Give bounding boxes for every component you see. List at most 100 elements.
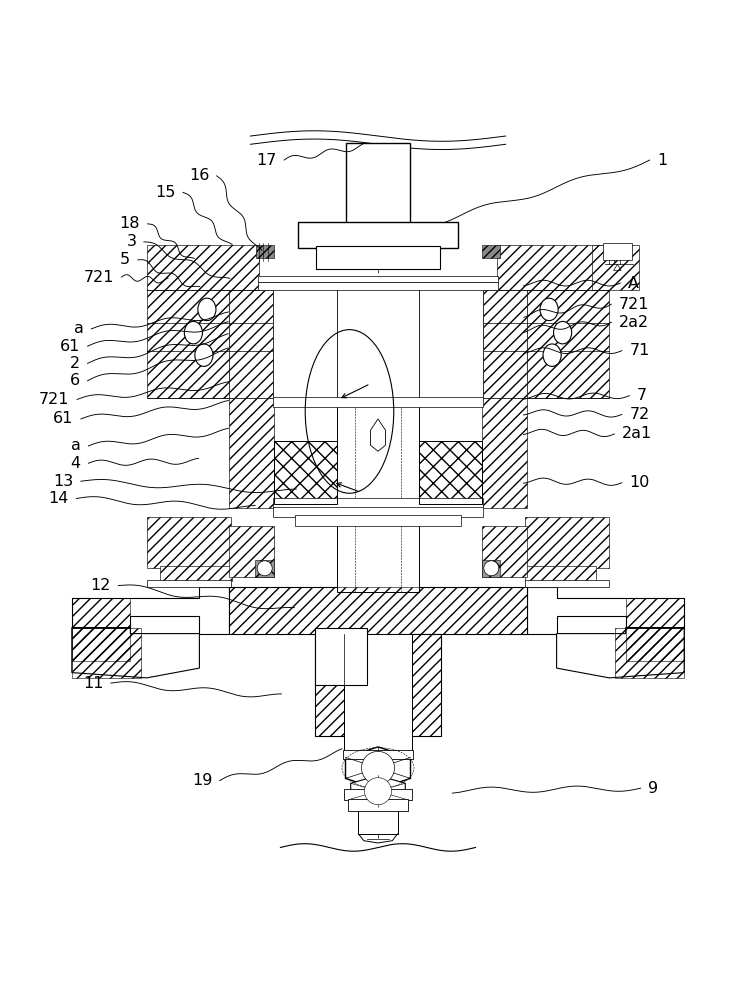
- Ellipse shape: [553, 321, 572, 344]
- Bar: [411, 634, 441, 736]
- Bar: [358, 810, 398, 834]
- Text: 5: 5: [120, 252, 130, 267]
- Bar: [72, 628, 130, 661]
- Circle shape: [364, 778, 392, 805]
- Text: 71: 71: [630, 343, 649, 358]
- Text: 14: 14: [48, 491, 69, 506]
- Circle shape: [361, 751, 395, 784]
- Bar: [420, 441, 482, 504]
- Bar: [615, 628, 684, 678]
- Bar: [348, 799, 408, 811]
- Text: 721: 721: [83, 270, 114, 285]
- Text: 3: 3: [126, 234, 136, 249]
- Bar: [336, 398, 420, 592]
- Bar: [229, 587, 527, 634]
- Text: 9: 9: [648, 781, 658, 796]
- Bar: [298, 222, 458, 248]
- Bar: [344, 789, 412, 800]
- Text: 721: 721: [39, 392, 70, 407]
- Text: 6: 6: [70, 373, 80, 388]
- Bar: [229, 526, 274, 577]
- Ellipse shape: [543, 344, 561, 366]
- Text: 721: 721: [619, 297, 649, 312]
- Ellipse shape: [195, 344, 213, 366]
- Text: 13: 13: [53, 474, 73, 489]
- Ellipse shape: [540, 298, 558, 321]
- Bar: [603, 243, 632, 260]
- Bar: [229, 398, 274, 508]
- Bar: [296, 515, 460, 526]
- Bar: [147, 245, 259, 290]
- Bar: [336, 289, 420, 398]
- Circle shape: [484, 561, 499, 576]
- Text: 17: 17: [256, 153, 277, 168]
- Bar: [315, 634, 345, 736]
- Bar: [258, 276, 498, 282]
- Polygon shape: [370, 419, 386, 451]
- Text: 15: 15: [155, 185, 175, 200]
- Text: 2: 2: [70, 356, 80, 371]
- Text: 19: 19: [192, 773, 212, 788]
- Polygon shape: [72, 628, 200, 678]
- Circle shape: [257, 561, 272, 576]
- Ellipse shape: [198, 298, 216, 321]
- Bar: [344, 634, 412, 755]
- Text: 1: 1: [657, 153, 668, 168]
- Text: 72: 72: [630, 407, 649, 422]
- Bar: [147, 580, 231, 587]
- Polygon shape: [72, 587, 229, 634]
- Text: 2a1: 2a1: [622, 426, 652, 441]
- Bar: [147, 289, 229, 398]
- Bar: [72, 628, 141, 678]
- Text: 61: 61: [53, 411, 73, 426]
- Bar: [345, 143, 411, 224]
- Bar: [315, 628, 367, 685]
- Bar: [147, 517, 231, 568]
- Bar: [229, 289, 273, 398]
- Text: A: A: [628, 276, 639, 291]
- Bar: [482, 526, 527, 577]
- Text: 7: 7: [637, 388, 647, 403]
- Bar: [343, 750, 413, 759]
- Bar: [160, 566, 231, 581]
- Text: 61: 61: [60, 339, 80, 354]
- Bar: [525, 580, 609, 587]
- Bar: [482, 398, 527, 508]
- Bar: [273, 498, 483, 508]
- Polygon shape: [527, 587, 684, 634]
- Bar: [273, 289, 483, 398]
- Bar: [411, 634, 441, 736]
- Bar: [483, 289, 527, 398]
- Ellipse shape: [184, 321, 203, 344]
- Bar: [626, 598, 684, 628]
- Bar: [626, 628, 684, 661]
- Text: a: a: [71, 438, 81, 453]
- Bar: [527, 289, 609, 398]
- Polygon shape: [556, 628, 684, 678]
- Text: 18: 18: [119, 216, 140, 231]
- Bar: [274, 441, 336, 504]
- Bar: [72, 598, 130, 628]
- Bar: [315, 634, 345, 736]
- Text: 12: 12: [91, 578, 111, 593]
- Bar: [497, 245, 609, 290]
- Bar: [255, 560, 274, 577]
- Bar: [482, 560, 500, 577]
- Text: 11: 11: [83, 676, 104, 691]
- Text: 4: 4: [71, 456, 81, 471]
- Bar: [256, 245, 274, 258]
- Bar: [420, 441, 482, 504]
- Bar: [273, 397, 483, 407]
- Bar: [525, 566, 596, 581]
- Bar: [592, 245, 639, 290]
- Text: 2a2: 2a2: [619, 315, 649, 330]
- Text: 10: 10: [630, 475, 649, 490]
- Bar: [482, 245, 500, 258]
- Text: a: a: [74, 321, 84, 336]
- Polygon shape: [351, 775, 405, 807]
- Bar: [258, 282, 498, 290]
- Polygon shape: [345, 747, 411, 789]
- Bar: [273, 507, 483, 517]
- Bar: [317, 246, 439, 269]
- Bar: [229, 587, 527, 634]
